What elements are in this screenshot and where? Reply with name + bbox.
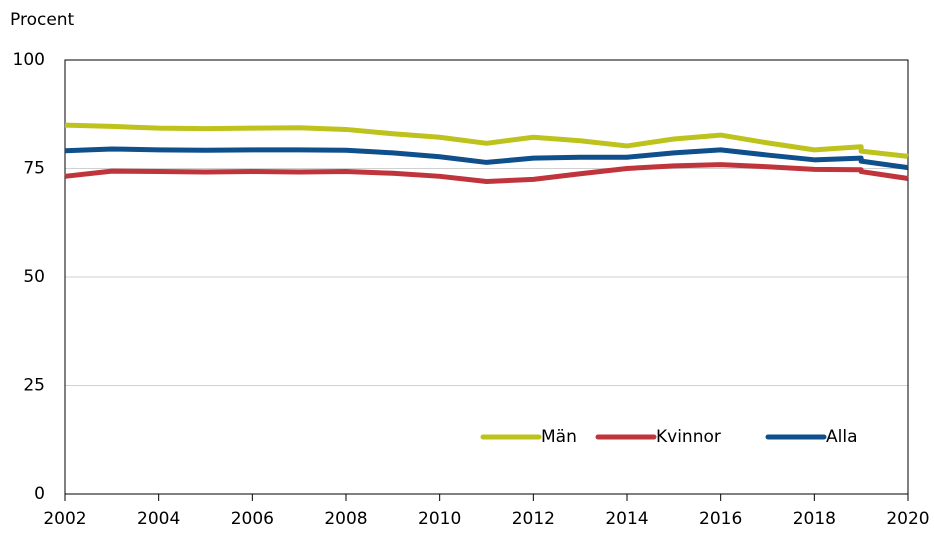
y-tick-label: 50 xyxy=(23,267,45,287)
legend-label: Kvinnor xyxy=(656,427,721,447)
series-line xyxy=(64,122,909,159)
y-tick-label: 75 xyxy=(23,159,45,179)
x-tick-label: 2006 xyxy=(231,509,274,529)
x-tick-label: 2004 xyxy=(137,509,180,529)
plot-frame xyxy=(64,59,909,495)
y-tick-label: 100 xyxy=(13,50,45,70)
y-axis-label: Procent xyxy=(10,10,75,30)
legend-label: Alla xyxy=(826,427,858,447)
x-tick-label: 2016 xyxy=(699,509,742,529)
x-tick-label: 2012 xyxy=(512,509,555,529)
x-tick-label: 2018 xyxy=(793,509,836,529)
series-line xyxy=(64,146,909,171)
y-tick-label: 25 xyxy=(23,376,45,396)
series-line xyxy=(64,162,909,185)
x-tick-label: 2020 xyxy=(886,509,929,529)
y-tick-label: 0 xyxy=(34,484,45,504)
x-tick-label: 2010 xyxy=(418,509,461,529)
legend-label: Män xyxy=(541,427,577,447)
x-tick-label: 2002 xyxy=(43,509,86,529)
x-tick-label: 2014 xyxy=(605,509,648,529)
x-tick-label: 2008 xyxy=(324,509,367,529)
